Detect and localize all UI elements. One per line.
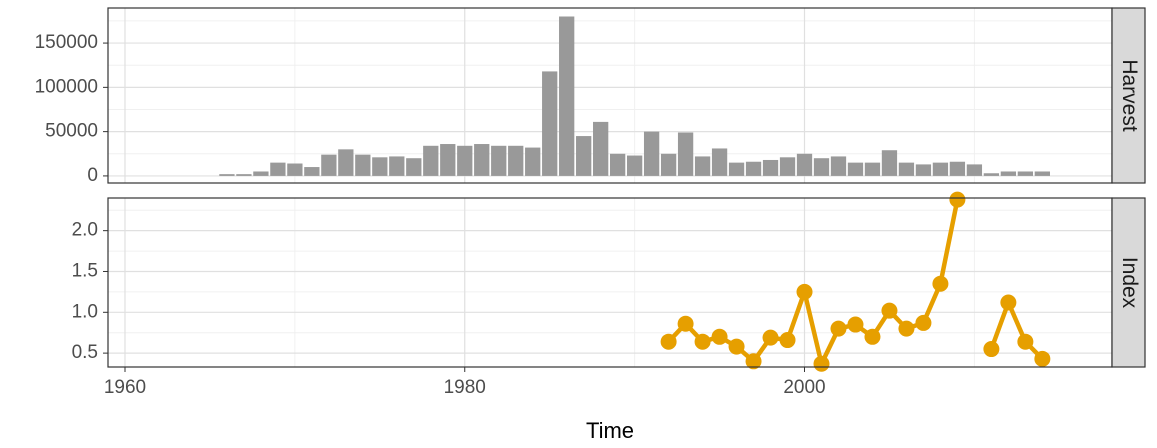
point bbox=[915, 314, 932, 331]
bar bbox=[728, 162, 745, 176]
bar bbox=[610, 153, 626, 176]
point bbox=[881, 302, 898, 319]
bar bbox=[287, 163, 303, 176]
point bbox=[762, 329, 779, 346]
bar bbox=[355, 154, 371, 176]
bar bbox=[660, 153, 677, 176]
x-tick-label: 2000 bbox=[783, 377, 825, 398]
bar bbox=[1000, 171, 1017, 176]
y-tick-label: 0 bbox=[87, 165, 98, 186]
strip-label: Index bbox=[1118, 257, 1141, 309]
bar bbox=[847, 162, 864, 176]
x-axis-label: Time bbox=[586, 418, 634, 443]
bar bbox=[270, 162, 286, 176]
point bbox=[796, 283, 813, 300]
bar bbox=[1034, 171, 1050, 176]
bar bbox=[559, 16, 575, 176]
x-tick-label: 1960 bbox=[104, 377, 146, 398]
bar bbox=[474, 144, 490, 176]
point bbox=[1017, 333, 1034, 350]
bar bbox=[219, 174, 235, 176]
point bbox=[898, 320, 915, 337]
panel-background bbox=[108, 198, 1112, 367]
bar bbox=[253, 171, 269, 176]
point bbox=[779, 332, 796, 349]
bar bbox=[525, 147, 541, 176]
bar bbox=[643, 131, 660, 176]
bar bbox=[694, 156, 711, 176]
point bbox=[847, 316, 864, 333]
bar bbox=[423, 145, 439, 176]
bar bbox=[576, 136, 592, 176]
line bbox=[989, 300, 1044, 361]
bar bbox=[236, 174, 252, 176]
strip bbox=[1111, 7, 1146, 184]
bar bbox=[338, 149, 354, 176]
bar bbox=[898, 162, 915, 176]
bar bbox=[813, 158, 830, 176]
point bbox=[949, 191, 966, 208]
point bbox=[745, 353, 762, 370]
bar bbox=[626, 155, 643, 176]
y-tick-label: 50000 bbox=[45, 121, 98, 142]
bar bbox=[1017, 171, 1034, 176]
x-tick-label: 1980 bbox=[444, 377, 486, 398]
bar bbox=[966, 164, 983, 176]
bar bbox=[745, 161, 762, 176]
bar bbox=[372, 157, 388, 176]
y-tick-label: 0.5 bbox=[72, 342, 98, 363]
point bbox=[728, 338, 745, 355]
point bbox=[677, 315, 694, 332]
y-tick-label: 1.5 bbox=[72, 260, 98, 281]
point bbox=[660, 333, 677, 350]
point bbox=[864, 328, 881, 345]
bar bbox=[440, 144, 456, 176]
point bbox=[711, 328, 728, 345]
bar bbox=[830, 156, 847, 176]
y-tick-label: 100000 bbox=[35, 76, 98, 97]
bar bbox=[796, 153, 813, 176]
bar bbox=[389, 156, 405, 176]
bar bbox=[779, 157, 796, 176]
strip-label: Harvest bbox=[1118, 59, 1141, 132]
bar bbox=[508, 145, 524, 176]
bar bbox=[491, 145, 507, 176]
point bbox=[694, 333, 711, 350]
bar bbox=[949, 161, 966, 176]
point bbox=[983, 341, 1000, 358]
bar bbox=[304, 167, 320, 176]
bar bbox=[983, 173, 1000, 176]
bar bbox=[321, 154, 337, 176]
bar bbox=[915, 164, 932, 176]
strip bbox=[1111, 197, 1146, 368]
y-tick-label: 150000 bbox=[35, 32, 98, 53]
point bbox=[830, 320, 847, 337]
bar bbox=[881, 150, 898, 176]
bar bbox=[457, 145, 473, 176]
bar bbox=[762, 159, 779, 176]
bar bbox=[711, 148, 728, 176]
bar bbox=[932, 162, 949, 176]
bar bbox=[677, 132, 694, 176]
point bbox=[1034, 350, 1051, 367]
bar bbox=[864, 162, 881, 176]
y-tick-label: 2.0 bbox=[72, 220, 98, 241]
point bbox=[932, 275, 949, 292]
point bbox=[813, 355, 830, 372]
bar bbox=[542, 71, 558, 176]
y-tick-label: 1.0 bbox=[72, 301, 98, 322]
bar bbox=[406, 158, 422, 176]
bar bbox=[593, 121, 609, 176]
point bbox=[1000, 294, 1017, 311]
